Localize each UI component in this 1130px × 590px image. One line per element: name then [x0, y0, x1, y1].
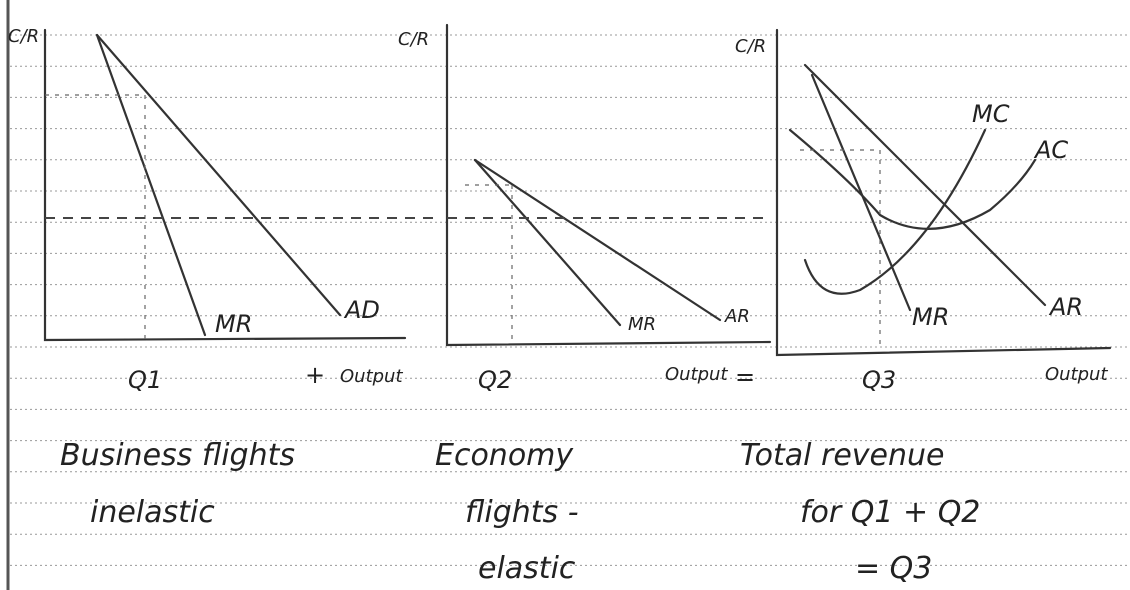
x-label: Output — [340, 366, 403, 387]
ar-curve — [803, 63, 1047, 307]
axes — [43, 28, 407, 342]
ar-curve — [473, 158, 722, 322]
quantity-label: Q1 — [128, 366, 162, 394]
curve-label: MR — [215, 310, 252, 338]
curve-label: MR — [912, 303, 949, 331]
mc-curve — [803, 128, 987, 295]
curve-label: AC — [1033, 136, 1068, 164]
caption-line: = Q3 — [855, 551, 932, 586]
mr-curve — [810, 73, 912, 312]
operator: = — [735, 363, 755, 391]
caption-line: elastic — [478, 551, 576, 586]
guide-lines — [800, 149, 881, 350]
y-label: C/R — [398, 29, 429, 50]
mr-curve — [473, 158, 622, 327]
operator: + — [305, 361, 325, 389]
curve-label: AD — [343, 296, 380, 324]
panel-business: C/R MR AD Q1 + Output Business flights i… — [8, 26, 440, 530]
guide-lines — [45, 94, 146, 340]
axes — [445, 23, 772, 347]
curve-label: MC — [972, 100, 1010, 128]
quantity-label: Q2 — [478, 366, 512, 394]
x-label: Output — [665, 364, 728, 385]
caption-line: inelastic — [90, 495, 215, 530]
ruled-lines — [10, 34, 1128, 566]
axes — [775, 28, 1112, 357]
quantity-label: Q3 — [862, 366, 896, 394]
curve-label: MR — [628, 314, 656, 335]
ad-curve — [95, 33, 342, 317]
curve-label: AR — [724, 306, 750, 327]
caption-line: for Q1 + Q2 — [800, 495, 980, 530]
x-label: Output — [1045, 364, 1108, 385]
caption-line: Business flights — [60, 438, 295, 473]
caption-line: Economy — [435, 438, 574, 473]
y-label: C/R — [8, 26, 39, 47]
curve-label: AR — [1048, 293, 1083, 321]
panel-total: C/R MC AC MR AR Q3 Output Total revenue … — [735, 28, 1112, 586]
mr-curve — [95, 33, 207, 337]
caption-line: flights - — [465, 495, 579, 530]
caption-line: Total revenue — [740, 438, 944, 473]
panel-economy: C/R MR AR Q2 Output = Economy flights - … — [398, 23, 772, 586]
guide-lines — [465, 184, 513, 345]
ac-curve — [788, 128, 1037, 230]
y-label: C/R — [735, 36, 766, 57]
